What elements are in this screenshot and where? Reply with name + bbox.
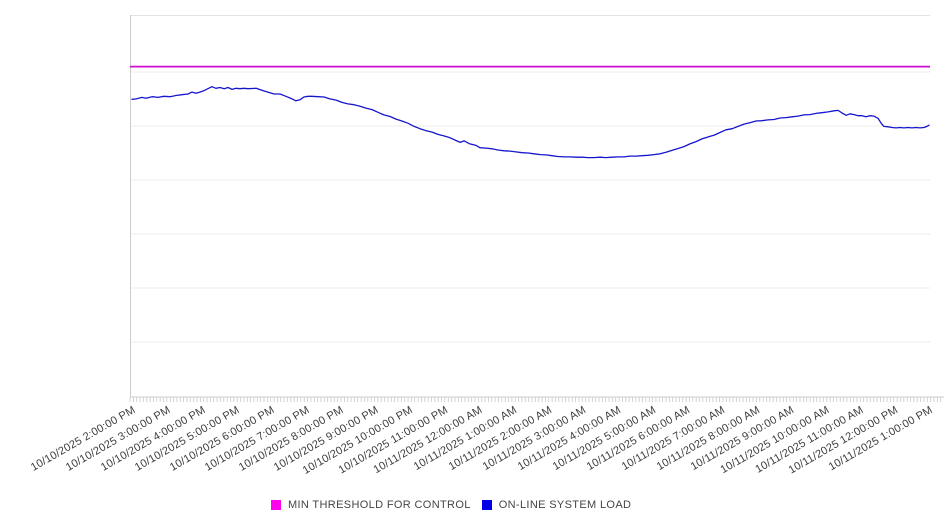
online-system-load-line xyxy=(131,86,930,159)
legend-item-online-system-load[interactable]: ON-LINE SYSTEM LOAD xyxy=(481,499,632,511)
legend-item-min-threshold[interactable]: MIN THRESHOLD FOR CONTROL xyxy=(271,499,471,511)
legend-label-online-system-load: ON-LINE SYSTEM LOAD xyxy=(498,499,632,511)
min-threshold-swatch-icon xyxy=(271,500,281,510)
chart-legend: MIN THRESHOLD FOR CONTROL ON-LINE SYSTEM… xyxy=(271,499,631,511)
legend-label-min-threshold: MIN THRESHOLD FOR CONTROL xyxy=(288,499,471,511)
online-system-load-swatch-icon xyxy=(481,500,492,510)
